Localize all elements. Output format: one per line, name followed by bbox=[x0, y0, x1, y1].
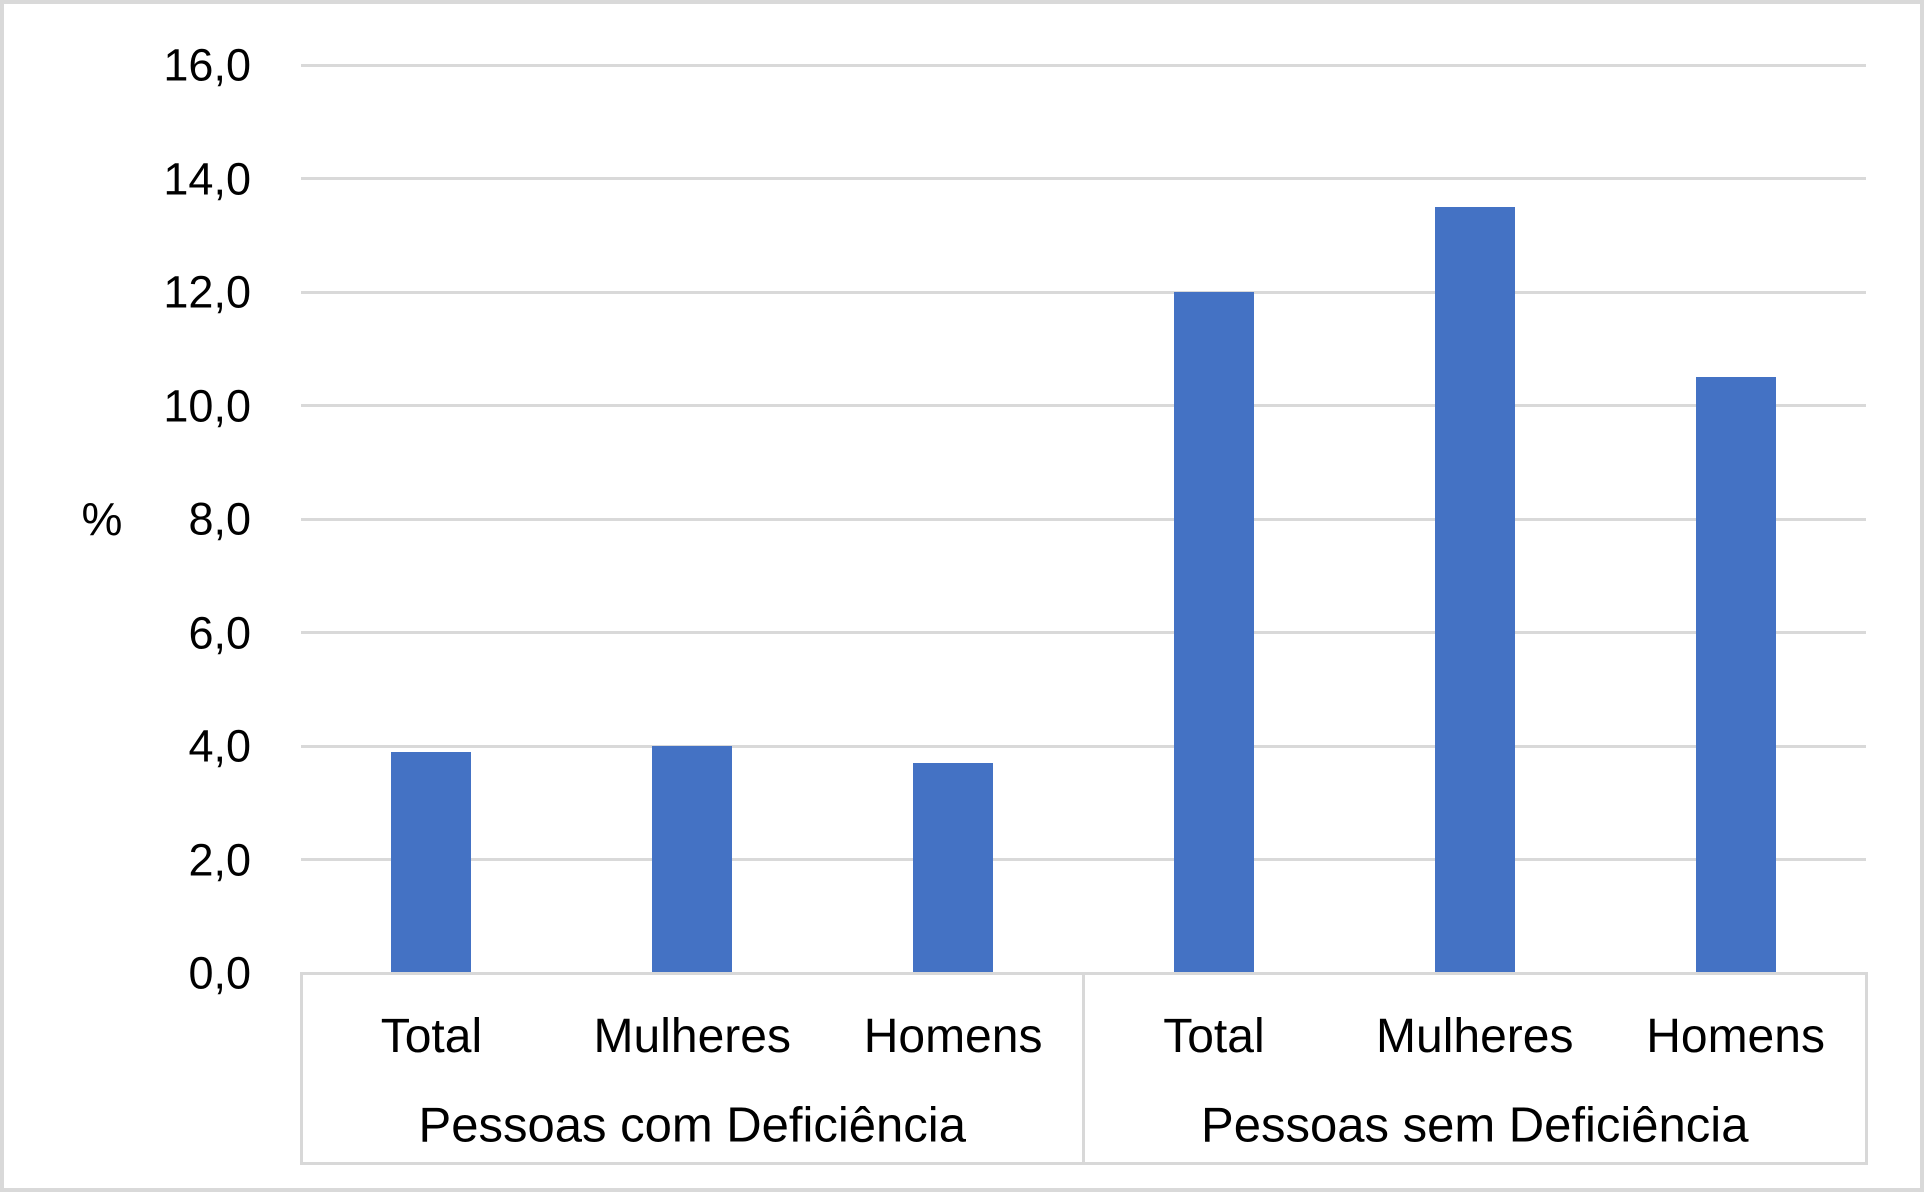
category-label: Total bbox=[380, 1010, 483, 1063]
category-label: Total bbox=[1163, 1010, 1265, 1063]
y-axis-title: % bbox=[81, 493, 123, 545]
category-label: Homens bbox=[1646, 1010, 1825, 1063]
category-label: Mulheres bbox=[593, 1010, 791, 1063]
y-gridline bbox=[301, 631, 1866, 634]
bar bbox=[1173, 292, 1254, 973]
bar bbox=[1434, 206, 1515, 973]
y-tick-label: 12,0 bbox=[163, 266, 251, 318]
group-label: Pessoas com Deficiência bbox=[418, 1098, 966, 1153]
y-gridline bbox=[301, 177, 1866, 180]
y-tick-label: 2,0 bbox=[188, 834, 251, 885]
y-tick-label: 0,0 bbox=[188, 947, 251, 999]
bar bbox=[652, 746, 733, 973]
y-tick-label: 16,0 bbox=[163, 39, 251, 91]
bar bbox=[913, 763, 994, 973]
bar bbox=[1695, 377, 1776, 973]
category-label: Homens bbox=[863, 1010, 1043, 1063]
y-tick-label: 8,0 bbox=[188, 493, 251, 545]
bar bbox=[391, 751, 472, 973]
y-gridline bbox=[301, 517, 1866, 521]
y-gridline bbox=[301, 744, 1866, 748]
y-tick-label: 10,0 bbox=[163, 380, 251, 431]
y-gridline bbox=[301, 858, 1866, 861]
y-gridline bbox=[301, 290, 1866, 294]
y-gridline bbox=[301, 404, 1866, 407]
group-divider bbox=[1082, 973, 1085, 1164]
y-tick-label: 14,0 bbox=[163, 153, 251, 204]
y-gridline bbox=[301, 63, 1866, 67]
y-tick-label: 4,0 bbox=[188, 720, 251, 772]
y-tick-label: 6,0 bbox=[188, 607, 251, 658]
group-label: Pessoas sem Deficiência bbox=[1201, 1098, 1749, 1153]
category-label: Mulheres bbox=[1376, 1010, 1574, 1063]
